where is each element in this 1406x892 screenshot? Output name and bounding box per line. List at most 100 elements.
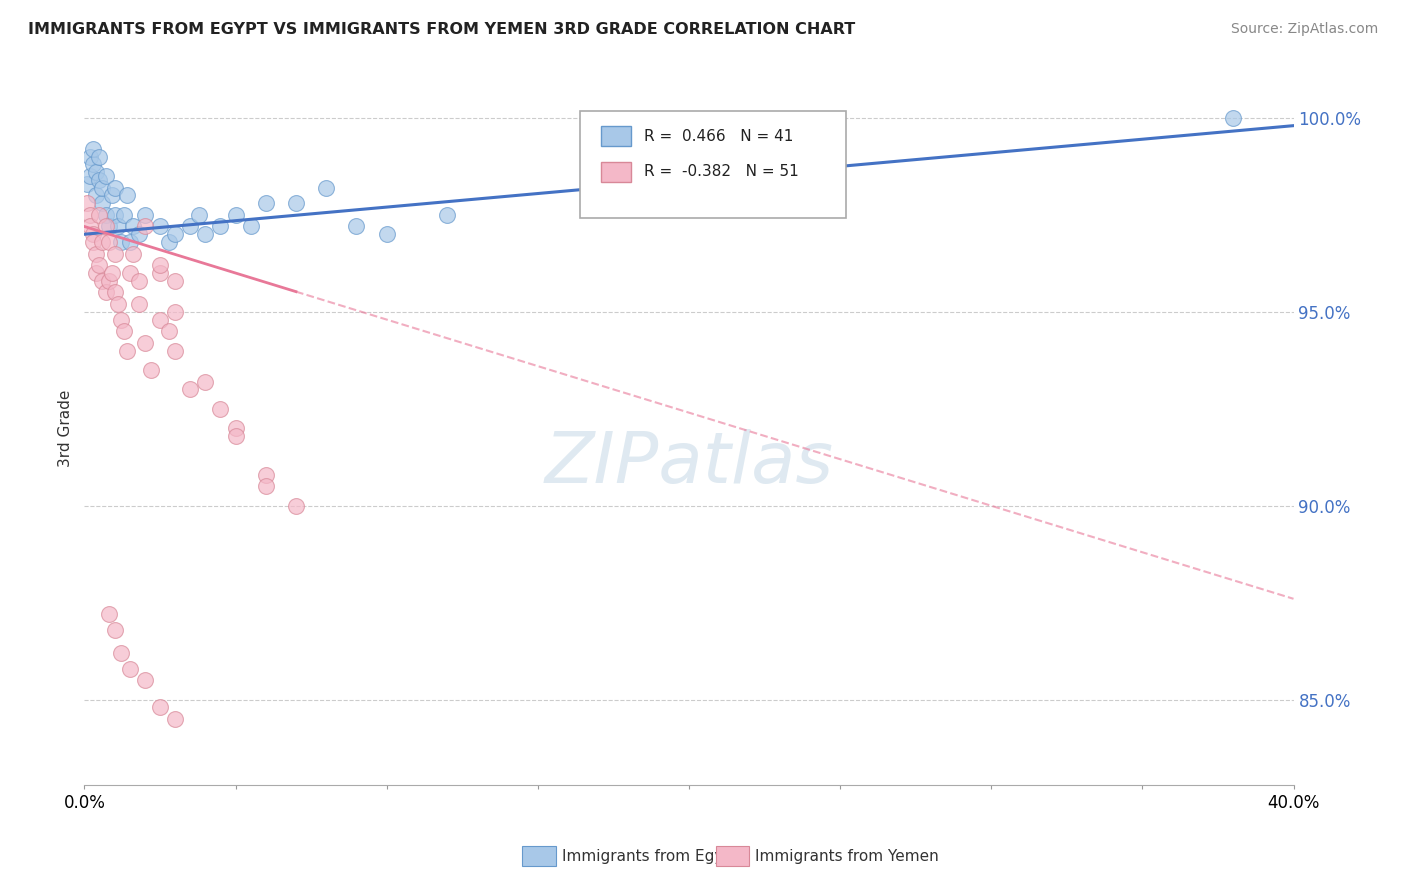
Point	[134, 219, 156, 234]
Point	[165, 712, 187, 726]
Point	[82, 157, 104, 171]
Point	[157, 324, 180, 338]
Point	[79, 208, 101, 222]
Point	[157, 235, 180, 249]
Point	[86, 165, 108, 179]
Point	[115, 343, 138, 358]
Point	[79, 150, 101, 164]
Point	[121, 246, 143, 260]
Point	[94, 169, 117, 183]
Text: ZIPatlas: ZIPatlas	[544, 429, 834, 499]
Point	[86, 266, 108, 280]
Point	[79, 219, 101, 234]
Point	[97, 274, 120, 288]
Point	[89, 150, 111, 164]
Point	[82, 235, 104, 249]
Point	[107, 297, 129, 311]
Point	[110, 312, 132, 326]
Point	[179, 383, 201, 397]
Point	[1222, 111, 1244, 125]
Point	[104, 180, 127, 194]
Point	[165, 305, 187, 319]
Point	[86, 188, 108, 202]
Point	[112, 324, 135, 338]
Point	[254, 479, 277, 493]
Point	[110, 235, 132, 249]
Point	[115, 188, 138, 202]
Point	[104, 208, 127, 222]
Bar	[716, 847, 749, 866]
Point	[225, 429, 247, 443]
Point	[139, 363, 162, 377]
Point	[134, 335, 156, 350]
Point	[254, 196, 277, 211]
Point	[76, 177, 98, 191]
Point	[254, 467, 277, 482]
Point	[225, 421, 247, 435]
Point	[128, 274, 150, 288]
Point	[118, 662, 141, 676]
Point	[121, 219, 143, 234]
Text: IMMIGRANTS FROM EGYPT VS IMMIGRANTS FROM YEMEN 3RD GRADE CORRELATION CHART: IMMIGRANTS FROM EGYPT VS IMMIGRANTS FROM…	[28, 22, 855, 37]
Point	[79, 169, 101, 183]
Point	[89, 208, 111, 222]
Point	[112, 208, 135, 222]
Point	[118, 266, 141, 280]
Text: R =  -0.382   N = 51: R = -0.382 N = 51	[644, 164, 799, 179]
Point	[149, 700, 172, 714]
Point	[104, 623, 127, 637]
Point	[97, 219, 120, 234]
Point	[86, 246, 108, 260]
Text: Immigrants from Yemen: Immigrants from Yemen	[755, 849, 939, 863]
Point	[375, 227, 398, 242]
Text: R =  0.466   N = 41: R = 0.466 N = 41	[644, 128, 793, 144]
Point	[179, 219, 201, 234]
Bar	[522, 847, 555, 866]
Point	[346, 219, 368, 234]
Point	[285, 499, 308, 513]
Point	[149, 258, 172, 272]
Point	[149, 266, 172, 280]
Point	[91, 196, 114, 211]
Point	[100, 266, 122, 280]
Point	[209, 219, 232, 234]
Point	[100, 188, 122, 202]
Point	[94, 285, 117, 300]
Point	[134, 673, 156, 688]
Point	[165, 343, 187, 358]
Point	[118, 235, 141, 249]
Point	[149, 219, 172, 234]
Point	[104, 246, 127, 260]
Point	[104, 285, 127, 300]
Y-axis label: 3rd Grade: 3rd Grade	[58, 390, 73, 467]
Point	[194, 227, 217, 242]
Point	[239, 219, 262, 234]
Point	[149, 312, 172, 326]
Point	[209, 401, 232, 416]
Point	[89, 258, 111, 272]
Point	[285, 196, 308, 211]
Bar	[600, 162, 631, 182]
Point	[82, 142, 104, 156]
Point	[107, 219, 129, 234]
Point	[97, 235, 120, 249]
Point	[94, 219, 117, 234]
FancyBboxPatch shape	[581, 111, 846, 218]
Point	[134, 208, 156, 222]
Point	[165, 274, 187, 288]
Text: Immigrants from Egypt: Immigrants from Egypt	[562, 849, 740, 863]
Point	[91, 235, 114, 249]
Point	[97, 607, 120, 622]
Point	[82, 227, 104, 242]
Point	[89, 173, 111, 187]
Point	[194, 375, 217, 389]
Bar	[600, 127, 631, 146]
Point	[91, 180, 114, 194]
Point	[76, 196, 98, 211]
Point	[165, 227, 187, 242]
Point	[94, 208, 117, 222]
Point	[225, 208, 247, 222]
Point	[315, 180, 337, 194]
Point	[91, 274, 114, 288]
Point	[188, 208, 211, 222]
